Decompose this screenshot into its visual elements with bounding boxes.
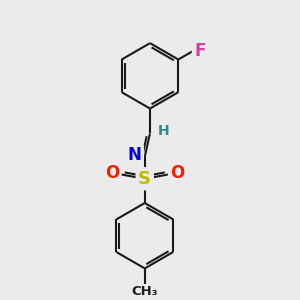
Text: O: O: [170, 164, 184, 182]
Text: N: N: [128, 146, 142, 164]
Text: S: S: [138, 170, 151, 188]
Text: F: F: [194, 42, 206, 60]
Text: H: H: [158, 124, 170, 138]
Text: CH₃: CH₃: [131, 285, 158, 298]
Text: O: O: [105, 164, 119, 182]
